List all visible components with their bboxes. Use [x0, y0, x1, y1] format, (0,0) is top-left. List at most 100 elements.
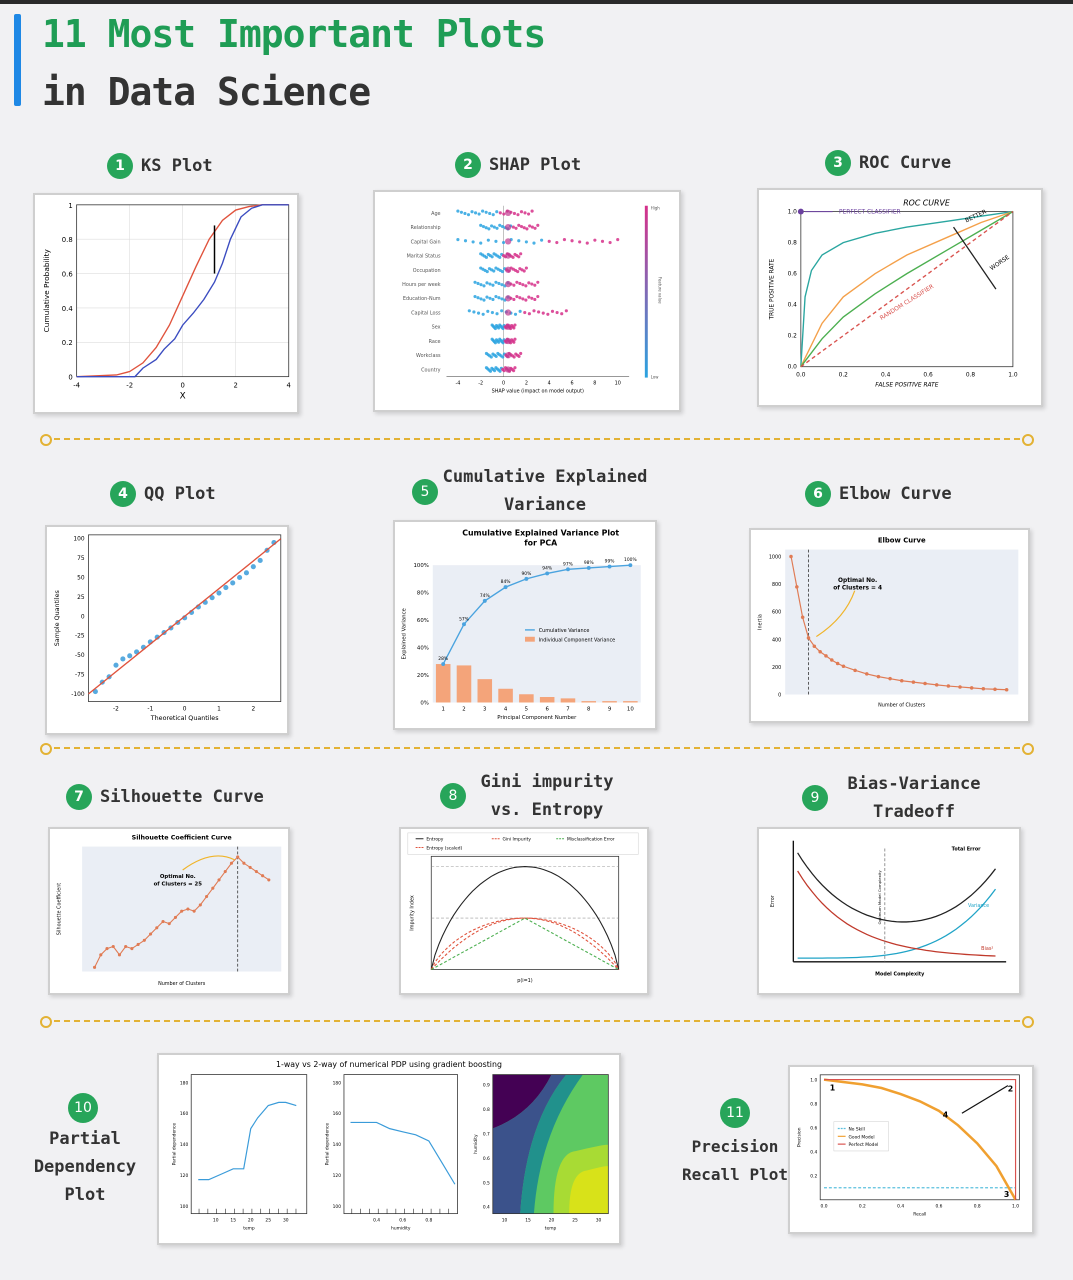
- pdp-ytick: 100: [333, 1204, 342, 1210]
- shap-point: [511, 225, 515, 229]
- shap-point: [470, 210, 474, 214]
- roc-series-line: [800, 211, 1014, 368]
- shap-point: [524, 266, 528, 270]
- qq-xtick: 0: [183, 706, 187, 712]
- badge-9: 9: [802, 785, 828, 811]
- pdp-ytick: 0.8: [483, 1107, 490, 1113]
- gini-series-line: [430, 917, 620, 970]
- shap-point: [486, 238, 490, 242]
- pdp-ylabel: humidity: [473, 1134, 479, 1154]
- shap-point: [585, 241, 589, 245]
- bias-ylabel: Error: [770, 895, 776, 907]
- shap-point: [476, 311, 481, 315]
- shap-feature-label: Marital Status: [407, 254, 441, 260]
- cev-point-label: 57%: [459, 616, 469, 622]
- silhouette-annotation: of Clusters = 25: [154, 882, 203, 888]
- shap-point: [481, 312, 485, 316]
- badge-8: 8: [440, 783, 466, 809]
- silhouette-point: [136, 942, 140, 947]
- elbow-title: Elbow Curve: [878, 537, 926, 545]
- roc-annotation: WORSE: [989, 255, 1011, 273]
- badge-3: 3: [825, 150, 851, 176]
- pr-point-label: 2: [1008, 1084, 1013, 1093]
- silhouette-point: [111, 944, 115, 949]
- pdp-ytick: 140: [333, 1142, 342, 1148]
- shap-point: [504, 309, 512, 316]
- cev-ylabel: Explained Variance: [401, 607, 407, 659]
- shap-feature-label: Capital Gain: [411, 239, 441, 245]
- shap-point: [492, 269, 496, 273]
- elbow-point: [853, 668, 857, 673]
- shap-point: [484, 226, 488, 230]
- ks-xlabel: X: [180, 391, 186, 401]
- qq-frame: [88, 534, 282, 703]
- pr-ytick: 1.0: [810, 1078, 817, 1084]
- title-accent-bar: [14, 14, 21, 106]
- shap-point: [501, 341, 505, 345]
- shap-point: [504, 337, 512, 345]
- elbow-point: [876, 674, 881, 679]
- roc-xtick: 0.4: [881, 373, 891, 379]
- cev-ytick: 100%: [413, 563, 428, 569]
- pdp-xlabel: humidity: [391, 1225, 411, 1231]
- shap-point: [555, 240, 559, 245]
- shap-point: [570, 239, 574, 243]
- shap-feature-label: Sex: [432, 325, 441, 331]
- shap-xtick: -2: [478, 380, 483, 386]
- elbow-point: [835, 661, 840, 666]
- qq-point: [154, 634, 160, 640]
- qq-xtick: -2: [113, 706, 119, 712]
- label-qq: 4 QQ Plot: [110, 481, 216, 507]
- shap-point: [485, 295, 489, 299]
- roc-plot: ROC CURVE 0.0 0.2 0.4 0.6 0.8 1.0 0.0 0.2 0.4 0.6 0…: [769, 199, 1017, 389]
- silhouette-point: [242, 861, 246, 865]
- shap-point: [504, 223, 512, 231]
- roc-xtick: 0.8: [966, 373, 976, 379]
- gini-legend-item: Entropy: [426, 837, 443, 843]
- pdp-line: [350, 1121, 456, 1185]
- silhouette-point: [117, 953, 122, 957]
- shap-point: [517, 223, 521, 227]
- gini-plot: Entropy Entropy (scaled) Gini Impurity Misc…: [407, 832, 639, 984]
- shap-point: [504, 323, 512, 330]
- shap-point: [512, 211, 516, 216]
- qq-point: [113, 662, 119, 668]
- shap-point: [517, 255, 521, 259]
- qq-xlabel: Theoretical Quantiles: [150, 714, 219, 722]
- roc-ytick: 0.6: [788, 272, 798, 278]
- pr-legend-item: Good Model: [849, 1134, 875, 1140]
- shap-point: [522, 269, 526, 273]
- elbow-background: [785, 549, 1019, 695]
- pr-ylabel: Precision: [797, 1127, 803, 1147]
- shap-point: [560, 312, 564, 316]
- pdp-xtick: 15: [230, 1217, 236, 1223]
- shap-feature-label: Country: [421, 367, 441, 373]
- silhouette-point: [167, 922, 171, 926]
- shap-point: [481, 209, 485, 213]
- cev-legend-swatch: [525, 636, 535, 642]
- shap-point: [488, 211, 492, 216]
- shap-point: [547, 239, 551, 243]
- cev-plot-card: Cumulative Explained Variance Plot for PC…: [393, 520, 657, 730]
- pr-frame: [819, 1074, 1020, 1201]
- pdp-frame: [343, 1074, 458, 1215]
- shap-point: [498, 369, 502, 373]
- label-ks: 1 KS Plot: [107, 153, 213, 179]
- silhouette-plot-card: Silhouette Coefficient Curve Optimal No. o…: [48, 827, 290, 995]
- shap-point: [501, 326, 505, 331]
- pr-ytick: 0.8: [810, 1102, 817, 1108]
- shap-xtick: -4: [455, 380, 460, 386]
- pr-xtick: 1.0: [1012, 1204, 1019, 1210]
- shap-point: [494, 239, 498, 243]
- qq-point: [120, 656, 126, 662]
- shap-point: [532, 309, 536, 313]
- cev-point-label: 94%: [542, 565, 552, 571]
- shap-point: [497, 340, 501, 344]
- shap-feature-label: Workclass: [416, 353, 441, 359]
- shap-point: [537, 310, 541, 314]
- shap-point: [527, 312, 531, 316]
- shap-point: [504, 252, 512, 259]
- shap-point: [530, 282, 534, 286]
- pr-ytick: 0.4: [810, 1150, 817, 1156]
- shap-feature-label: Race: [429, 339, 441, 345]
